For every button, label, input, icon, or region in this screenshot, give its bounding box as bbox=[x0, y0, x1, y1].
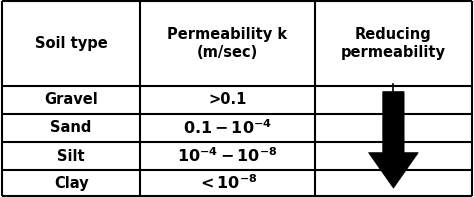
Text: Clay: Clay bbox=[54, 176, 89, 191]
Text: $\mathbf{0.1 - 10^{-4}}$: $\mathbf{0.1 - 10^{-4}}$ bbox=[183, 119, 272, 137]
Text: $\mathbf{<10^{-8}}$: $\mathbf{<10^{-8}}$ bbox=[197, 174, 258, 192]
Text: $\mathbf{10^{-4} - 10^{-8}}$: $\mathbf{10^{-4} - 10^{-8}}$ bbox=[177, 147, 278, 165]
Text: Reducing
permeability: Reducing permeability bbox=[341, 27, 446, 59]
Polygon shape bbox=[368, 92, 418, 188]
Text: Soil type: Soil type bbox=[35, 36, 108, 51]
Text: >0.1: >0.1 bbox=[209, 92, 246, 107]
Text: Permeability k
(m/sec): Permeability k (m/sec) bbox=[167, 27, 288, 59]
Text: Silt: Silt bbox=[57, 149, 85, 164]
Text: Gravel: Gravel bbox=[44, 92, 98, 107]
Text: Sand: Sand bbox=[50, 120, 92, 136]
